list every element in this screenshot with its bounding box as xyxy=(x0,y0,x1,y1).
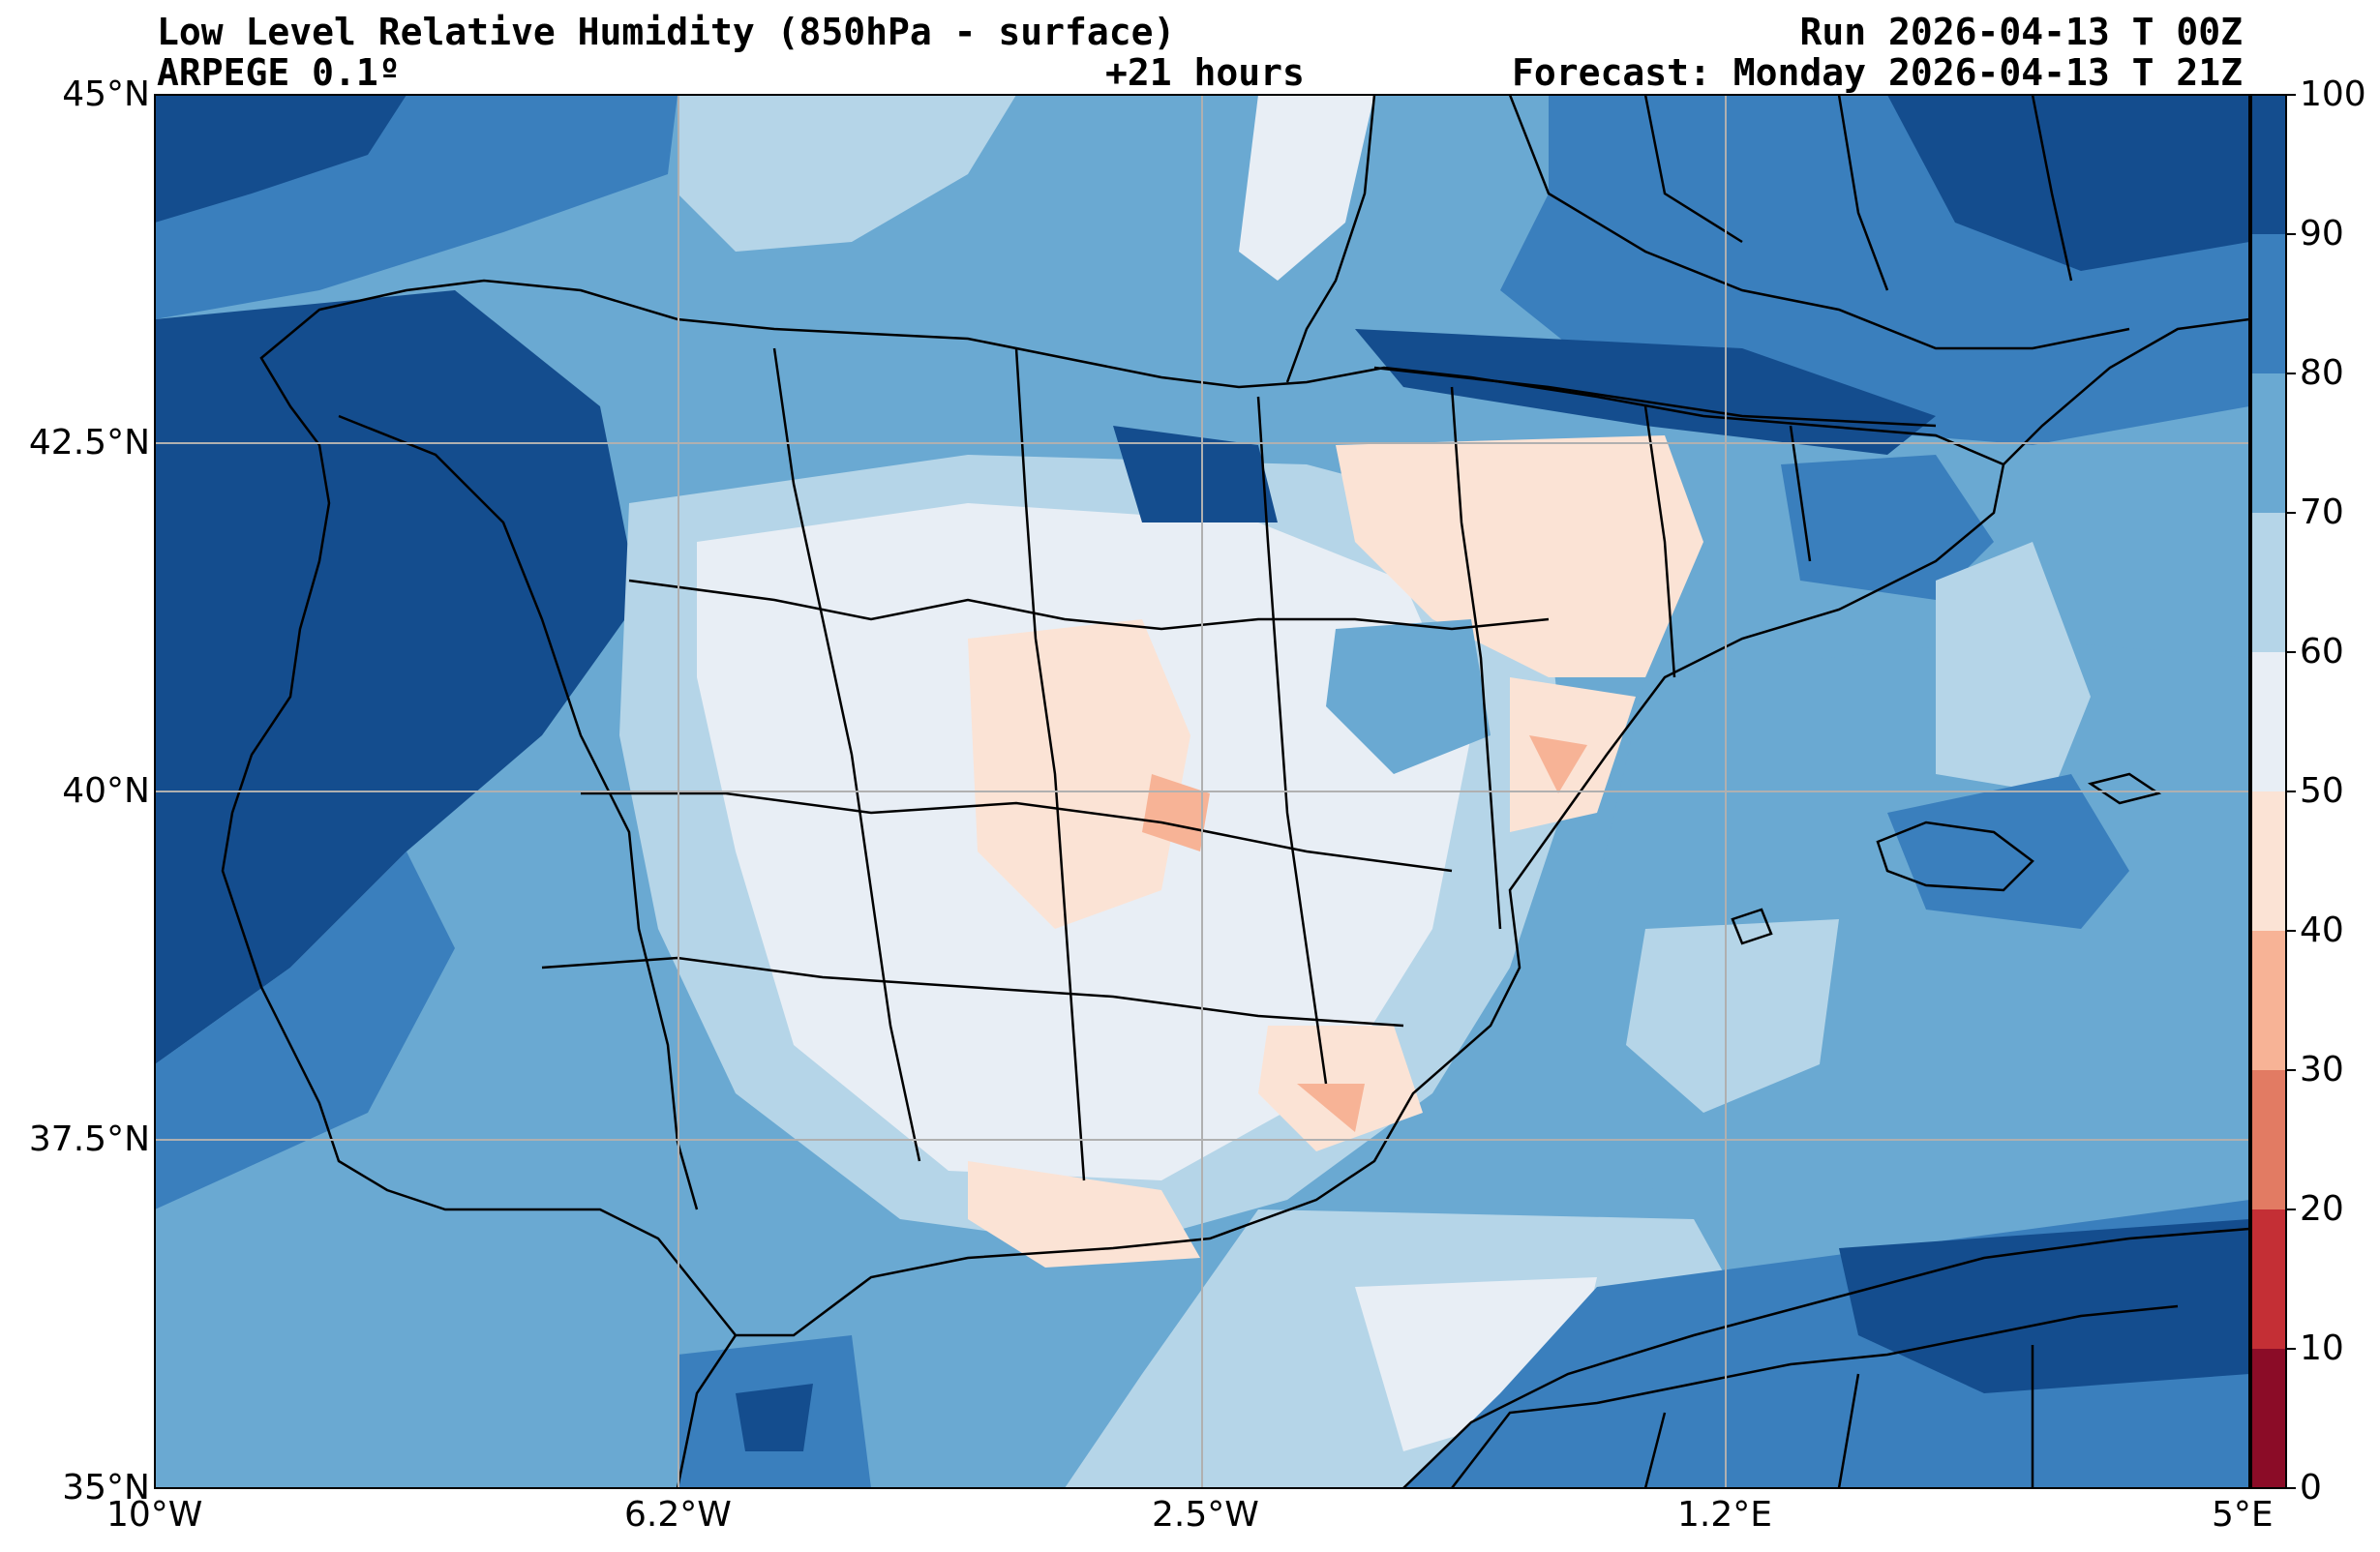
gridlines xyxy=(155,95,2249,1488)
colorbar-label-40: 40 xyxy=(2300,910,2344,950)
model-label: ARPEGE 0.1º xyxy=(157,51,401,94)
lon-tick-10w: 10°W xyxy=(106,1495,203,1535)
colorbar-label-0: 0 xyxy=(2300,1468,2322,1507)
lat-tick-37-5n: 37.5°N xyxy=(28,1119,150,1159)
colorbar-segment xyxy=(2251,373,2286,513)
colorbar-label-80: 80 xyxy=(2300,353,2344,393)
colorbar-segment xyxy=(2251,791,2286,931)
colorbar-label-10: 10 xyxy=(2300,1328,2344,1368)
colorbar-label-60: 60 xyxy=(2300,632,2344,672)
colorbar-label-20: 20 xyxy=(2300,1189,2344,1229)
map-frame xyxy=(154,94,2250,1489)
coastlines xyxy=(221,95,2249,1488)
lat-tick-35n: 35°N xyxy=(62,1468,150,1507)
map-title: Low Level Relative Humidity (850hPa - su… xyxy=(157,11,1176,53)
colorbar-segment xyxy=(2251,1070,2286,1209)
colorbar-segment xyxy=(2251,1209,2286,1349)
lat-tick-42-5n: 42.5°N xyxy=(28,423,150,463)
colorbar-segment xyxy=(2251,652,2286,791)
lat-tick-45n: 45°N xyxy=(62,75,150,114)
lon-tick-6-2w: 6.2°W xyxy=(624,1495,732,1535)
colorbar-label-90: 90 xyxy=(2300,214,2344,254)
forecast-label: Forecast: Monday 2026-04-13 T 21Z xyxy=(1512,51,2243,94)
colorbar-label-100: 100 xyxy=(2300,75,2366,114)
lat-tick-40n: 40°N xyxy=(62,771,150,811)
lon-tick-1-2e: 1.2°E xyxy=(1677,1495,1772,1535)
colorbar-segment xyxy=(2251,931,2286,1070)
colorbar-label-70: 70 xyxy=(2300,492,2344,532)
colorbar-label-30: 30 xyxy=(2300,1050,2344,1089)
lead-time-label: +21 hours xyxy=(1105,51,1305,94)
colorbar-segment xyxy=(2251,95,2286,234)
colorbar-label-50: 50 xyxy=(2300,771,2344,811)
colorbar xyxy=(2251,94,2296,1489)
colorbar-segment xyxy=(2251,1349,2286,1488)
run-label: Run 2026-04-13 T 00Z xyxy=(1799,11,2243,53)
colorbar-segment xyxy=(2251,234,2286,373)
lon-tick-2-5w: 2.5°W xyxy=(1152,1495,1259,1535)
colorbar-frame xyxy=(2250,94,2287,1489)
lon-tick-5e: 5°E xyxy=(2212,1495,2274,1535)
colorbar-segment xyxy=(2251,513,2286,652)
